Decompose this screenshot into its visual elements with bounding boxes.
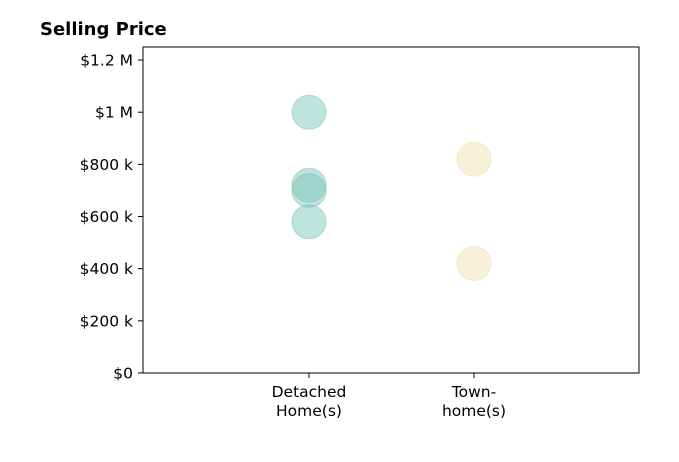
plot-frame bbox=[142, 46, 640, 374]
y-tick-label: $600 k bbox=[80, 208, 133, 226]
x-tick-label: home(s) bbox=[442, 402, 506, 420]
y-tick-label: $1 M bbox=[95, 104, 133, 122]
y-tick-label: $800 k bbox=[80, 156, 133, 174]
y-tick-label: $1.2 M bbox=[80, 52, 133, 70]
data-point bbox=[291, 172, 327, 208]
x-tick-label: Detached bbox=[272, 383, 347, 401]
y-tick-label: $200 k bbox=[80, 312, 133, 330]
data-point bbox=[456, 245, 492, 281]
y-axis: $0 $200 k $400 k $600 k $800 k $1 M $1.2 M bbox=[80, 52, 143, 383]
x-tick-label: Home(s) bbox=[276, 402, 342, 420]
y-tick-label: $400 k bbox=[80, 260, 133, 278]
data-point bbox=[456, 141, 492, 177]
data-point bbox=[291, 204, 327, 240]
x-tick-label: Town- bbox=[451, 383, 496, 401]
y-tick-label: $0 bbox=[113, 365, 133, 383]
data-point bbox=[291, 94, 327, 130]
chart-title: Selling Price bbox=[40, 19, 167, 40]
plot-points bbox=[291, 94, 492, 281]
